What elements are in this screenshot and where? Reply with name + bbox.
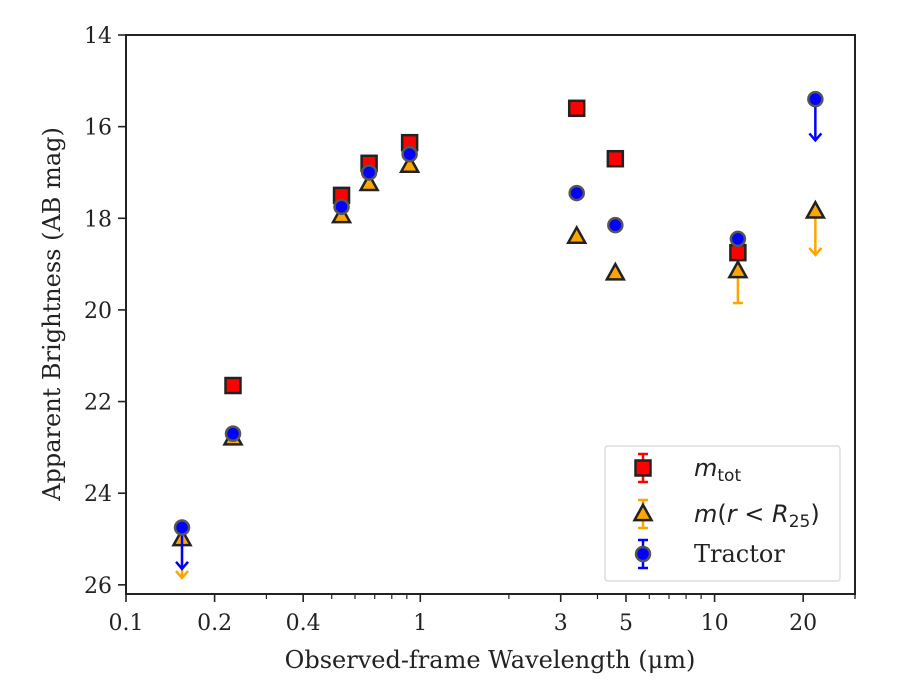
circle-marker <box>360 164 378 181</box>
x-tick-label: 0.1 <box>109 611 144 636</box>
legend-label: m(r < R25) <box>694 500 820 532</box>
triangle-marker <box>358 172 380 192</box>
legend-label: mtot <box>694 454 741 486</box>
circle-marker <box>634 545 652 563</box>
x-tick-label: 3 <box>554 611 568 636</box>
data-marks <box>171 90 826 580</box>
plot-frame <box>125 34 856 595</box>
square-marker <box>606 149 625 168</box>
triangle-marker <box>566 224 588 244</box>
x-axis-title: Observed-frame Wavelength (μm) <box>285 646 696 674</box>
circle-marker <box>224 425 242 442</box>
square-marker <box>729 243 747 262</box>
y-tick-label: 18 <box>84 207 112 232</box>
legend: mtot m(r < R25) Tractor <box>604 445 841 582</box>
circle-marker <box>173 519 191 536</box>
x-tick-label: 20 <box>789 611 817 636</box>
y-tick-label: 16 <box>84 116 112 141</box>
upper-limit-arrow-head <box>175 560 189 571</box>
x-tick-label: 0.2 <box>197 611 232 636</box>
square-marker <box>567 99 586 118</box>
y-axis-title: Apparent Brightness (AB mag) <box>38 127 66 502</box>
triangle-marker <box>399 153 421 173</box>
triangle-marker <box>804 199 826 219</box>
x-tick-label: 10 <box>701 611 729 636</box>
legend-label: Tractor <box>694 540 785 568</box>
series-circle <box>173 90 824 571</box>
circle-marker <box>568 184 585 202</box>
square-marker <box>634 459 652 477</box>
axis-ticks: 0.1 0.2 0.4 1 3 5 10 20 14 16 18 20 22 24 26 <box>84 24 856 636</box>
triangle-marker <box>604 261 626 281</box>
square-marker <box>224 376 242 395</box>
x-tick-label: 0.4 <box>286 611 321 636</box>
upper-limit-arrow-head <box>808 132 823 143</box>
circle-marker <box>333 198 350 216</box>
triangle-marker <box>632 502 654 522</box>
triangle-marker <box>727 259 749 279</box>
upper-limit-arrow-head <box>808 247 823 257</box>
y-tick-label: 20 <box>84 299 112 324</box>
upper-limit-arrow-head <box>175 570 189 580</box>
circle-marker <box>401 145 418 163</box>
y-tick-label: 24 <box>84 482 112 507</box>
legend-frame <box>604 445 841 582</box>
x-tick-label: 5 <box>619 611 633 636</box>
circle-marker <box>607 216 624 234</box>
y-tick-label: 22 <box>84 391 112 416</box>
y-tick-label: 26 <box>84 574 112 599</box>
series-square <box>224 99 747 395</box>
circle-marker <box>807 90 824 108</box>
x-tick-label: 1 <box>413 611 427 636</box>
y-tick-label: 14 <box>84 24 112 49</box>
circle-marker <box>729 230 747 248</box>
